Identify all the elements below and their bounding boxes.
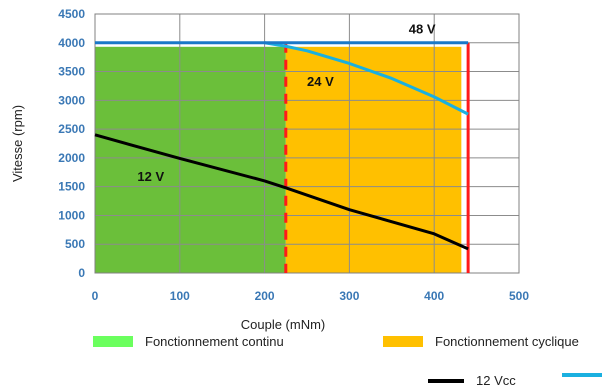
y-tick-label-500: 500: [65, 237, 85, 251]
x-tick-label-100: 100: [170, 289, 190, 303]
y-tick-label-1500: 1500: [58, 180, 85, 194]
region-1: [285, 46, 462, 273]
x-tick-label-500: 500: [509, 289, 529, 303]
legend-12vcc-line: [428, 378, 464, 383]
legend-24v-line: [562, 373, 602, 377]
legend-cyclique: Fonctionnement cyclique: [383, 334, 579, 349]
y-tick-label-4500: 4500: [58, 7, 85, 21]
legend-continu-swatch: [93, 336, 133, 347]
x-tick-label-0: 0: [92, 289, 99, 303]
x-axis-title: Couple (mNm): [241, 317, 326, 332]
x-tick-label-200: 200: [255, 289, 275, 303]
legend-12vcc-label: 12 Vcc: [476, 373, 516, 388]
series-line-0: [94, 133, 469, 251]
legend-12vcc: 12 Vcc: [428, 373, 516, 388]
y-tick-label-2500: 2500: [58, 122, 85, 136]
y-tick-label-0: 0: [78, 266, 85, 280]
plot-frame: [94, 13, 520, 274]
legend-cyclique-swatch: [383, 336, 423, 347]
y-tick-label-1000: 1000: [58, 208, 85, 222]
legend-24v: [562, 373, 603, 377]
legend-continu: Fonctionnement continu: [93, 334, 284, 349]
annotation-2: 12 V: [137, 169, 164, 184]
legend-continu-label: Fonctionnement continu: [145, 334, 284, 349]
annotation-0: 48 V: [409, 22, 436, 37]
x-tick-label-400: 400: [424, 289, 444, 303]
legend-cyclique-label: Fonctionnement cyclique: [435, 334, 579, 349]
series-line-1: [264, 41, 469, 116]
y-axis-title: Vitesse (rpm): [10, 105, 25, 182]
y-tick-label-3000: 3000: [58, 93, 85, 107]
x-tick-label-300: 300: [339, 289, 359, 303]
y-tick-label-4000: 4000: [58, 36, 85, 50]
annotation-1: 24 V: [307, 74, 334, 89]
y-tick-label-2000: 2000: [58, 151, 85, 165]
y-tick-label-3500: 3500: [58, 65, 85, 79]
